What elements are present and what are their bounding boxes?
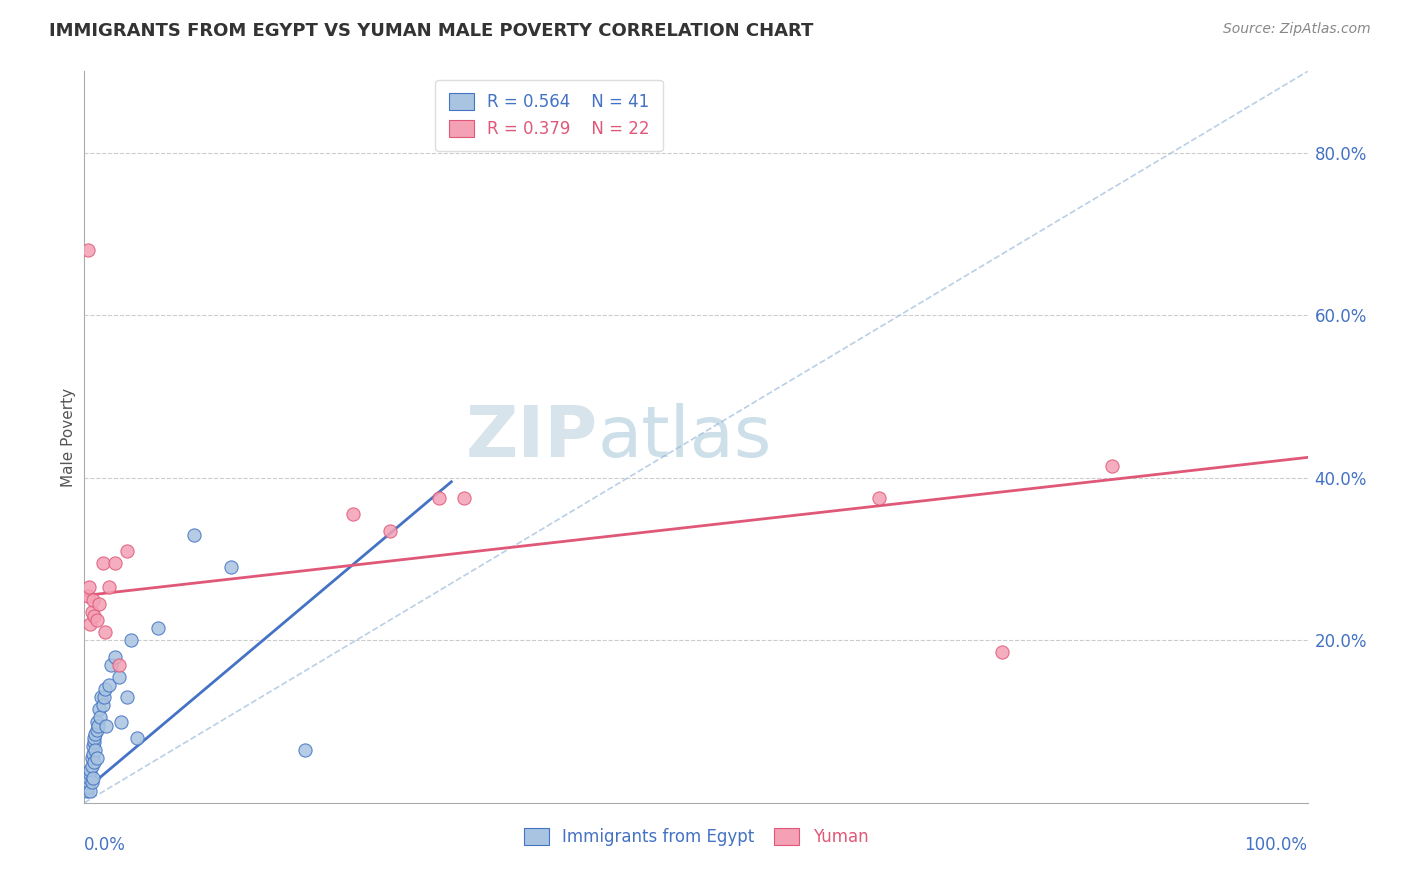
Point [120,633,142,648]
Point [79,617,101,632]
Point [84,727,107,741]
Point [83,735,105,749]
Point [97,678,120,692]
Point [76,783,98,797]
Y-axis label: Male Poverty: Male Poverty [60,387,76,487]
Point [79,767,101,781]
Legend: Immigrants from Egypt, Yuman: Immigrants from Egypt, Yuman [517,822,875,853]
Point [380,524,402,538]
Point [77,775,100,789]
Point [294,743,316,757]
Point [342,508,364,522]
Point [83,755,105,769]
Point [79,764,101,778]
Point [91,698,114,713]
Point [453,491,475,505]
Point [77,243,100,257]
Point [219,560,242,574]
Point [1101,458,1123,473]
Point [87,718,110,732]
Text: atlas: atlas [598,402,772,472]
Point [79,783,101,797]
Point [82,772,104,786]
Point [89,710,111,724]
Point [87,702,110,716]
Point [100,657,122,672]
Point [94,681,117,696]
Point [83,731,105,745]
Point [115,544,138,558]
Point [93,690,115,705]
Text: ZIP: ZIP [465,402,598,472]
Point [110,714,132,729]
Point [77,589,100,603]
Point [115,690,138,705]
Point [125,731,148,745]
Point [96,718,118,732]
Text: 0.0%: 0.0% [84,836,127,854]
Point [80,751,103,765]
Point [82,747,104,761]
Point [80,775,103,789]
Point [80,759,103,773]
Point [107,657,129,672]
Point [104,556,127,570]
Point [991,645,1014,659]
Point [83,608,105,623]
Point [77,780,100,794]
Point [104,649,127,664]
Point [90,690,112,705]
Text: 100.0%: 100.0% [1244,836,1308,854]
Point [427,491,450,505]
Point [86,613,108,627]
Point [80,605,103,619]
Point [77,581,100,595]
Point [146,621,169,635]
Point [86,714,108,729]
Point [82,592,104,607]
Point [869,491,891,505]
Point [183,527,205,541]
Text: IMMIGRANTS FROM EGYPT VS YUMAN MALE POVERTY CORRELATION CHART: IMMIGRANTS FROM EGYPT VS YUMAN MALE POVE… [49,22,814,40]
Text: Source: ZipAtlas.com: Source: ZipAtlas.com [1223,22,1371,37]
Point [87,597,110,611]
Point [86,751,108,765]
Point [84,743,107,757]
Point [77,772,100,786]
Point [107,670,129,684]
Point [86,723,108,737]
Point [94,625,117,640]
Point [91,556,114,570]
Point [97,581,120,595]
Point [82,739,104,753]
